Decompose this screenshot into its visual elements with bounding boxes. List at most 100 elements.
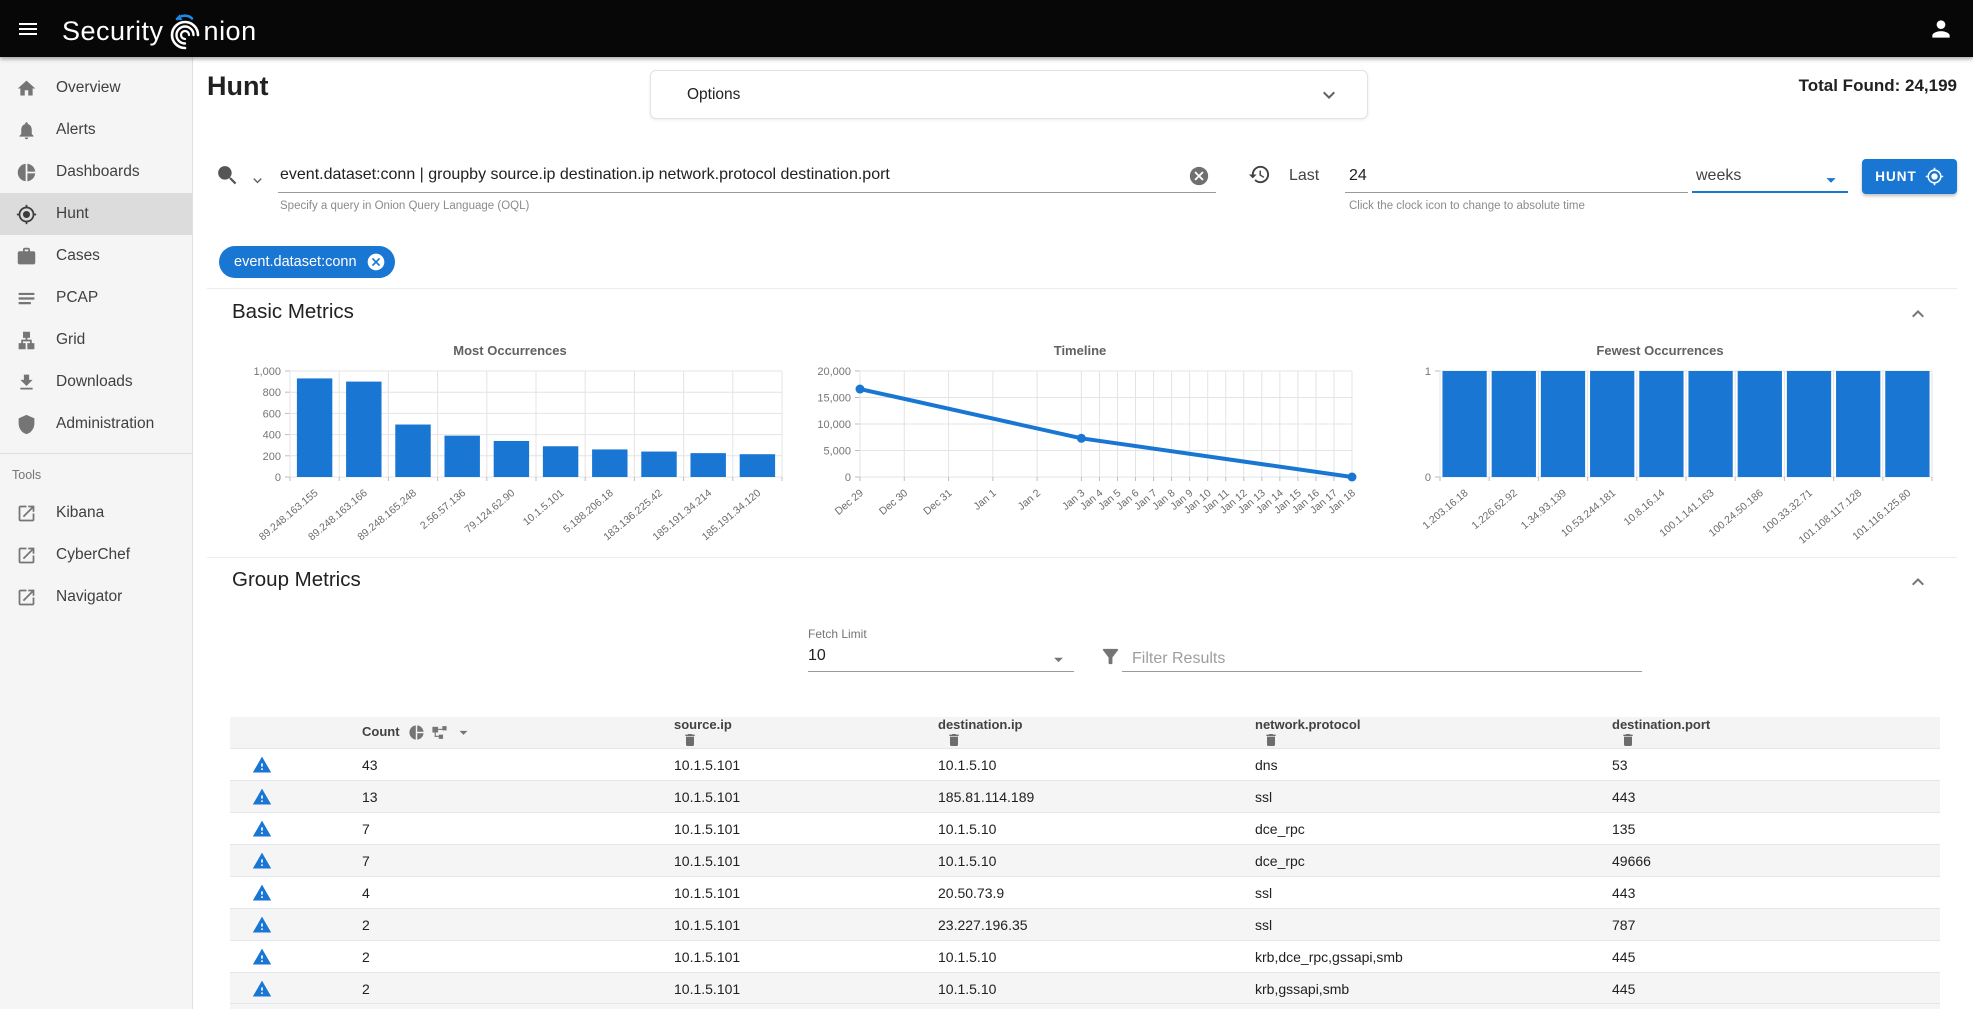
row-actions-cell[interactable] xyxy=(230,845,350,877)
sidebar-item-dashboards[interactable]: Dashboards xyxy=(0,151,192,193)
sidebar-item-cyberchef[interactable]: CyberChef xyxy=(0,534,192,576)
warning-icon[interactable] xyxy=(252,979,272,999)
pie-chart-toggle-icon[interactable] xyxy=(408,724,425,741)
cell-count[interactable]: 2 xyxy=(350,909,662,941)
cell-source-ip[interactable]: 10.1.5.101 xyxy=(662,813,926,845)
sidebar-item-grid[interactable]: Grid xyxy=(0,319,192,361)
table-row: 710.1.5.10110.1.5.10dce_rpc49666 xyxy=(230,845,1940,877)
options-panel[interactable]: Options xyxy=(650,70,1368,119)
hunt-button[interactable]: HUNT xyxy=(1862,159,1957,194)
row-actions-cell[interactable] xyxy=(230,909,350,941)
warning-icon[interactable] xyxy=(252,883,272,903)
sidebar-item-alerts[interactable]: Alerts xyxy=(0,109,192,151)
warning-icon[interactable] xyxy=(252,755,272,775)
row-actions-cell[interactable] xyxy=(230,877,350,909)
cell-destination-ip[interactable]: 10.1.5.10 xyxy=(926,813,1243,845)
cell-destination-ip[interactable]: 23.227.196.35 xyxy=(926,909,1243,941)
cell-count[interactable]: 2 xyxy=(350,973,662,1005)
cell-network-protocol[interactable]: ssl xyxy=(1243,877,1600,909)
cell-source-ip[interactable]: 10.1.5.101 xyxy=(662,941,926,973)
search-icon[interactable] xyxy=(215,163,240,188)
chip-close-icon[interactable] xyxy=(366,252,386,272)
cell-count[interactable]: 2 xyxy=(350,941,662,973)
sidebar-item-downloads[interactable]: Downloads xyxy=(0,361,192,403)
row-actions-cell[interactable] xyxy=(230,749,350,781)
clear-query-icon[interactable] xyxy=(1188,165,1210,187)
cell-network-protocol[interactable]: krb,dce_rpc,gssapi,smb xyxy=(1243,941,1600,973)
sidebar-item-label: Kibana xyxy=(56,504,104,522)
remove-field-icon[interactable] xyxy=(946,732,962,748)
cell-source-ip[interactable]: 10.1.5.101 xyxy=(662,781,926,813)
cell-count[interactable]: 43 xyxy=(350,749,662,781)
duration-input[interactable]: 24 xyxy=(1349,167,1367,185)
collapse-basic-metrics-icon[interactable] xyxy=(1906,302,1930,326)
filter-chip[interactable]: event.dataset:conn xyxy=(219,246,395,278)
cell-destination-port[interactable]: 443 xyxy=(1600,877,1940,909)
units-caret-icon[interactable] xyxy=(1820,169,1842,191)
cell-destination-ip[interactable]: 10.1.5.10 xyxy=(926,845,1243,877)
menu-icon[interactable] xyxy=(6,7,50,51)
cell-network-protocol[interactable]: krb,gssapi,smb xyxy=(1243,973,1600,1005)
warning-icon[interactable] xyxy=(252,947,272,967)
cell-source-ip[interactable]: 10.1.5.101 xyxy=(662,749,926,781)
sidebar-item-label: Alerts xyxy=(56,121,96,139)
warning-icon[interactable] xyxy=(252,819,272,839)
relative-time-label: Last xyxy=(1289,167,1319,185)
row-actions-cell[interactable] xyxy=(230,813,350,845)
cell-source-ip[interactable]: 10.1.5.101 xyxy=(662,973,926,1005)
warning-icon[interactable] xyxy=(252,851,272,871)
cell-network-protocol[interactable]: ssl xyxy=(1243,909,1600,941)
cell-count[interactable]: 13 xyxy=(350,781,662,813)
history-clock-icon[interactable] xyxy=(1248,163,1271,186)
cell-destination-ip[interactable]: 10.1.5.10 xyxy=(926,749,1243,781)
query-dropdown-caret-icon[interactable] xyxy=(249,172,266,189)
cell-network-protocol[interactable]: dce_rpc xyxy=(1243,813,1600,845)
sidebar-item-administration[interactable]: Administration xyxy=(0,403,192,445)
remove-field-icon[interactable] xyxy=(1620,732,1636,748)
cell-network-protocol[interactable]: ssl xyxy=(1243,781,1600,813)
units-select[interactable]: weeks xyxy=(1696,167,1741,185)
cell-destination-port[interactable]: 443 xyxy=(1600,781,1940,813)
warning-icon[interactable] xyxy=(252,915,272,935)
sidebar-item-kibana[interactable]: Kibana xyxy=(0,492,192,534)
row-actions-cell[interactable] xyxy=(230,973,350,1005)
cell-destination-port[interactable]: 445 xyxy=(1600,973,1940,1005)
filter-results-input[interactable]: Filter Results xyxy=(1132,650,1225,668)
cell-destination-port[interactable]: 787 xyxy=(1600,909,1940,941)
cell-destination-ip[interactable]: 10.1.5.10 xyxy=(926,973,1243,1005)
cell-count[interactable]: 7 xyxy=(350,845,662,877)
page-title: Hunt xyxy=(207,71,268,102)
remove-field-icon[interactable] xyxy=(682,732,698,748)
sidebar-item-cases[interactable]: Cases xyxy=(0,235,192,277)
collapse-group-metrics-icon[interactable] xyxy=(1906,570,1930,594)
total-found: Total Found: 24,199 xyxy=(1799,76,1957,96)
account-icon[interactable] xyxy=(1919,7,1963,51)
cell-destination-port[interactable]: 445 xyxy=(1600,941,1940,973)
sidebar-item-overview[interactable]: Overview xyxy=(0,67,192,109)
cell-destination-ip[interactable]: 20.50.73.9 xyxy=(926,877,1243,909)
cell-count[interactable]: 7 xyxy=(350,813,662,845)
query-input[interactable]: event.dataset:conn | groupby source.ip d… xyxy=(280,166,890,184)
cell-destination-port[interactable]: 53 xyxy=(1600,749,1940,781)
cell-network-protocol[interactable]: dns xyxy=(1243,749,1600,781)
remove-field-icon[interactable] xyxy=(1263,732,1279,748)
fetch-limit-select[interactable]: 10 xyxy=(808,647,826,665)
cell-destination-ip[interactable]: 10.1.5.10 xyxy=(926,941,1243,973)
chart-options-caret-icon[interactable] xyxy=(454,723,473,742)
warning-icon[interactable] xyxy=(252,787,272,807)
sidebar-item-navigator[interactable]: Navigator xyxy=(0,576,192,618)
cell-source-ip[interactable]: 10.1.5.101 xyxy=(662,909,926,941)
sidebar-item-hunt[interactable]: Hunt xyxy=(0,193,192,235)
cell-source-ip[interactable]: 10.1.5.101 xyxy=(662,845,926,877)
cell-destination-port[interactable]: 49666 xyxy=(1600,845,1940,877)
sidebar-item-pcap[interactable]: PCAP xyxy=(0,277,192,319)
row-actions-cell[interactable] xyxy=(230,941,350,973)
cell-network-protocol[interactable]: dce_rpc xyxy=(1243,845,1600,877)
cell-source-ip[interactable]: 10.1.5.101 xyxy=(662,877,926,909)
cell-destination-port[interactable]: 135 xyxy=(1600,813,1940,845)
fetch-limit-caret-icon[interactable] xyxy=(1048,649,1069,670)
cell-destination-ip[interactable]: 185.81.114.189 xyxy=(926,781,1243,813)
cell-count[interactable]: 4 xyxy=(350,877,662,909)
row-actions-cell[interactable] xyxy=(230,781,350,813)
sankey-toggle-icon[interactable] xyxy=(431,724,448,741)
